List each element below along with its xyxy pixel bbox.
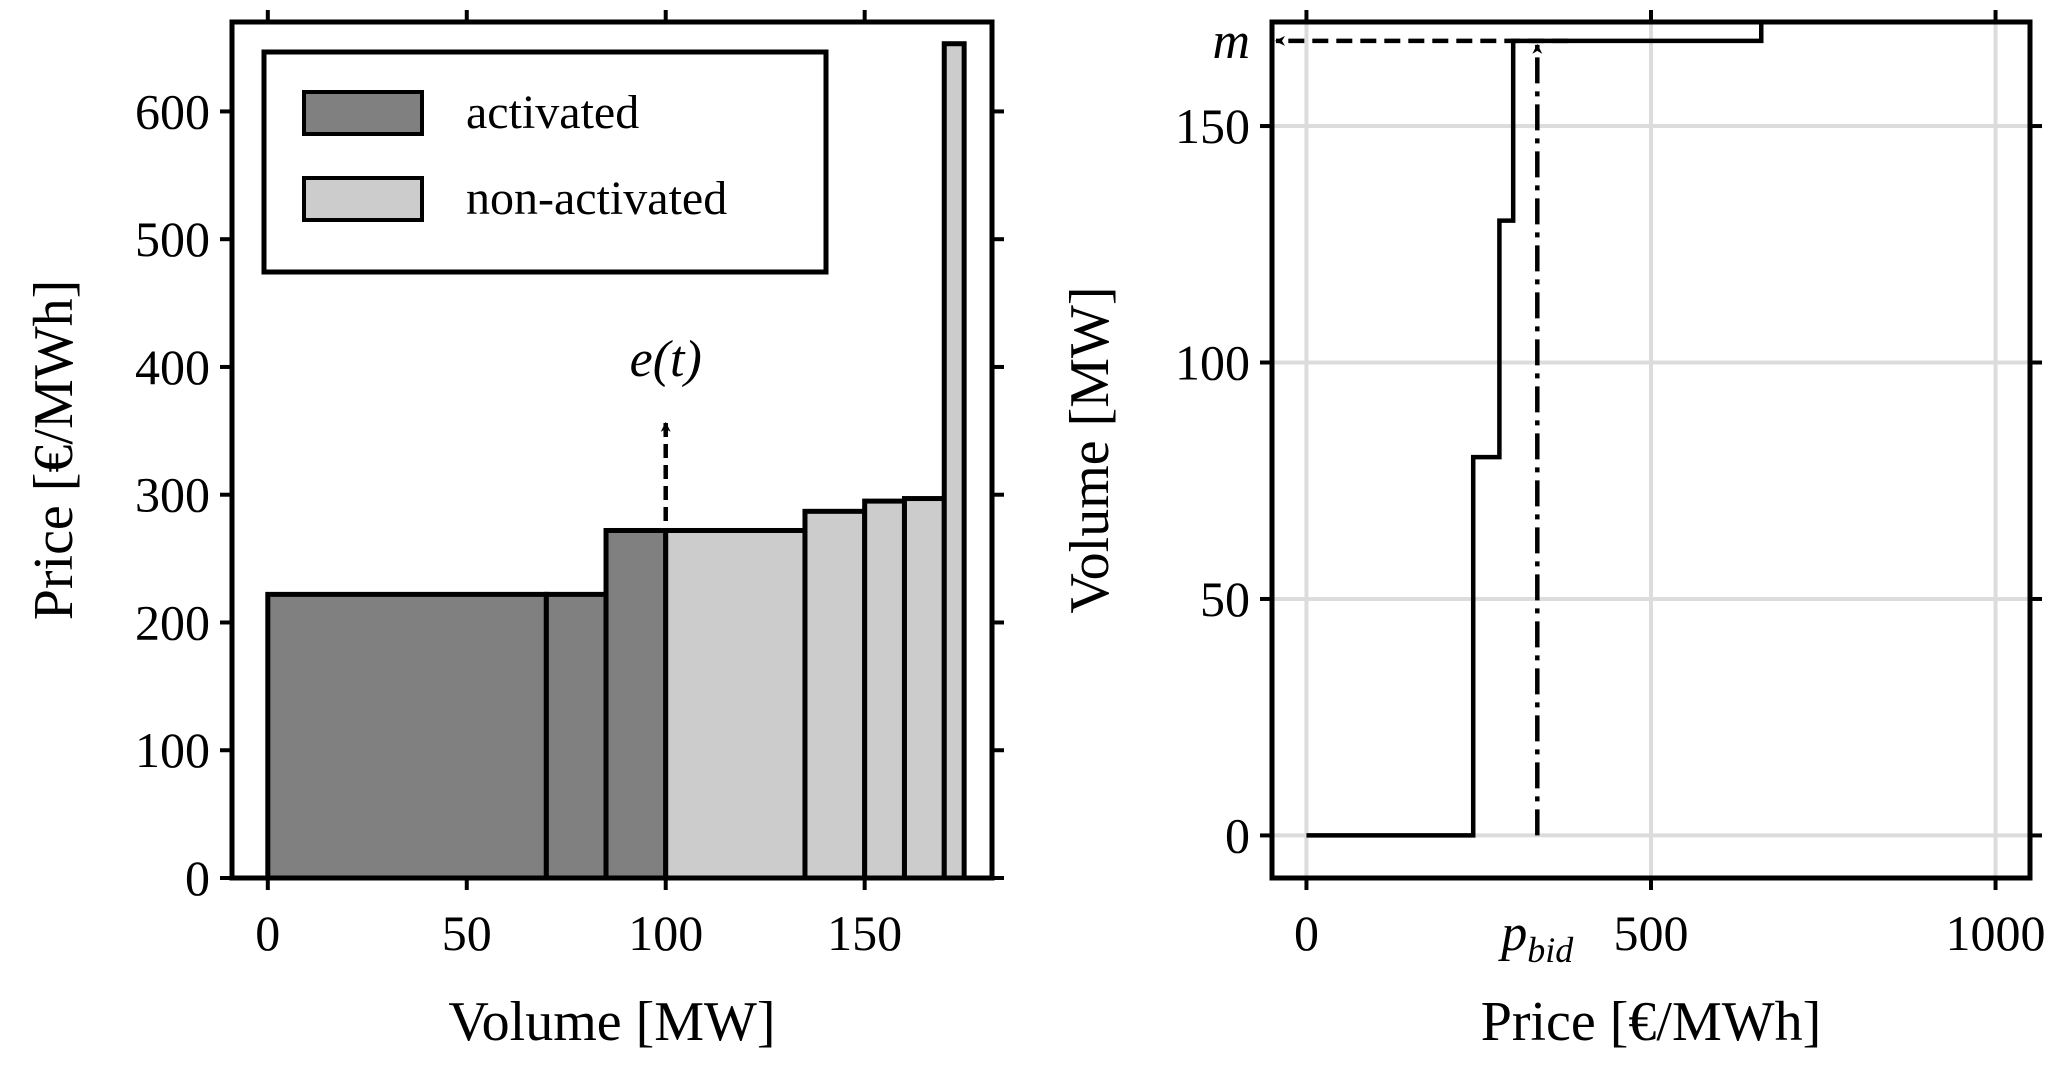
x-tick-label: 1000 <box>1946 905 2046 961</box>
legend-label: non-activated <box>466 172 727 225</box>
supply-step-line <box>1306 19 1996 838</box>
left-plot-frame <box>229 19 995 881</box>
legend-label: activated <box>466 86 639 139</box>
y-tick-label: 200 <box>135 594 210 650</box>
y-tick-label: 150 <box>1175 98 1250 154</box>
p-bid-tick-label: pbid <box>1497 905 1574 970</box>
legend-box <box>261 49 829 275</box>
x-tick-label: 500 <box>1614 905 1689 961</box>
y-tick-label: 0 <box>1225 807 1250 863</box>
y-tick-label: 50 <box>1200 571 1250 627</box>
y-axis-title: Price [€/MWh] <box>23 280 85 621</box>
bar-non-activated-7 <box>941 41 967 881</box>
m-tick-label: m <box>1212 13 1250 70</box>
bar-non-activated-3 <box>663 527 808 881</box>
bar-non-activated-5 <box>862 498 907 881</box>
legend: activated non-activated <box>261 49 829 275</box>
bar-non-activated-4 <box>802 508 868 881</box>
bar-non-activated-6 <box>901 496 947 881</box>
right-chart-volume-vs-price: 0 500 1000 0 50 100 150 m pbid Price [€/MWh] Volum… <box>1059 10 2046 1053</box>
y-tick-label: 500 <box>135 211 210 267</box>
y-tick-label: 100 <box>135 722 210 778</box>
x-axis-title: Price [€/MWh] <box>1481 991 1822 1053</box>
x-tick-label: 150 <box>827 905 902 961</box>
legend-swatch-activated <box>302 90 424 136</box>
bar-activated-2 <box>603 527 669 881</box>
e-t-label: e(t) <box>630 331 702 388</box>
legend-swatch-non-activated <box>302 176 424 222</box>
y-tick-label: 600 <box>135 83 210 139</box>
bar-activated-0 <box>265 591 549 881</box>
x-tick-label: 0 <box>255 905 280 961</box>
x-tick-label: 50 <box>442 905 492 961</box>
x-tick-label: 100 <box>628 905 703 961</box>
left-chart-price-vs-volume: e(t) 0 50 100 150 0 100 200 300 400 500 600 Volume [… <box>23 10 1004 1053</box>
y-tick-label: 0 <box>185 850 210 906</box>
y-axis-title: Volume [MW] <box>1059 286 1121 613</box>
p-bid-main: p <box>1497 905 1527 962</box>
y-tick-label: 400 <box>135 339 210 395</box>
x-tick-label: 0 <box>1294 905 1319 961</box>
p-bid-subscript: bid <box>1527 930 1574 970</box>
x-axis-title: Volume [MW] <box>448 991 775 1053</box>
y-tick-label: 100 <box>1175 335 1250 391</box>
bar-activated-1 <box>543 591 609 881</box>
y-tick-label: 300 <box>135 467 210 523</box>
